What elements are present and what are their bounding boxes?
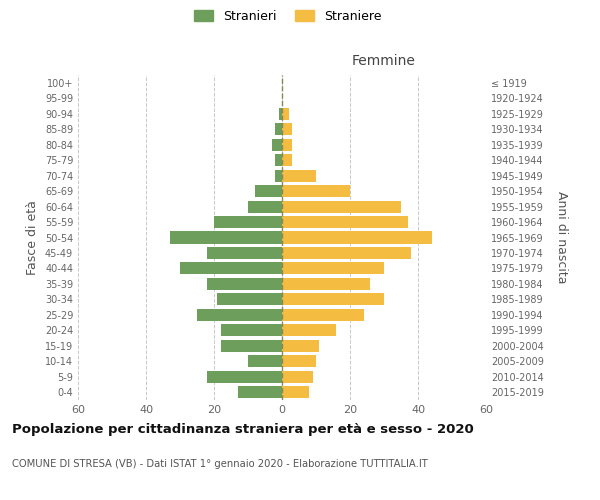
Y-axis label: Anni di nascita: Anni di nascita [555, 191, 568, 284]
Bar [214, 216, 282, 228]
Bar [282, 247, 411, 259]
Bar [282, 216, 408, 228]
Bar [282, 371, 313, 383]
Bar [282, 262, 384, 274]
Bar [278, 108, 282, 120]
Y-axis label: Fasce di età: Fasce di età [26, 200, 39, 275]
Bar [221, 324, 282, 336]
Bar [282, 340, 319, 352]
Bar [282, 356, 316, 368]
Bar [207, 278, 282, 290]
Bar [282, 138, 292, 150]
Text: Femmine: Femmine [352, 54, 416, 68]
Bar [272, 138, 282, 150]
Bar [282, 309, 364, 321]
Bar [282, 386, 309, 398]
Bar [275, 123, 282, 135]
Bar [282, 200, 401, 212]
Text: Popolazione per cittadinanza straniera per età e sesso - 2020: Popolazione per cittadinanza straniera p… [12, 422, 474, 436]
Bar [207, 371, 282, 383]
Bar [275, 170, 282, 181]
Bar [275, 154, 282, 166]
Bar [217, 294, 282, 306]
Bar [207, 247, 282, 259]
Bar [248, 356, 282, 368]
Bar [282, 123, 292, 135]
Text: COMUNE DI STRESA (VB) - Dati ISTAT 1° gennaio 2020 - Elaborazione TUTTITALIA.IT: COMUNE DI STRESA (VB) - Dati ISTAT 1° ge… [12, 459, 428, 469]
Bar [238, 386, 282, 398]
Bar [170, 232, 282, 243]
Bar [221, 340, 282, 352]
Bar [282, 294, 384, 306]
Bar [248, 200, 282, 212]
Bar [282, 324, 337, 336]
Bar [282, 108, 289, 120]
Bar [180, 262, 282, 274]
Bar [282, 185, 350, 197]
Bar [282, 154, 292, 166]
Legend: Stranieri, Straniere: Stranieri, Straniere [191, 6, 385, 26]
Bar [282, 170, 316, 181]
Bar [255, 185, 282, 197]
Bar [197, 309, 282, 321]
Bar [282, 232, 431, 243]
Bar [282, 278, 370, 290]
